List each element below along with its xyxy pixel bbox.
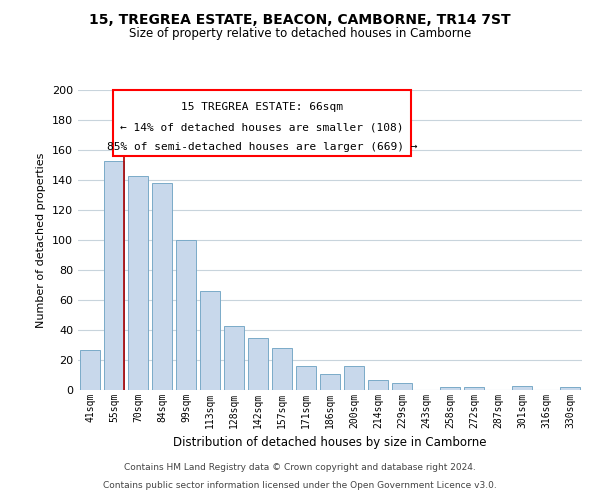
Bar [224,326,244,390]
Text: 15 TREGREA ESTATE: 66sqm: 15 TREGREA ESTATE: 66sqm [181,102,343,112]
Text: Contains HM Land Registry data © Crown copyright and database right 2024.: Contains HM Land Registry data © Crown c… [124,464,476,472]
Text: 15, TREGREA ESTATE, BEACON, CAMBORNE, TR14 7ST: 15, TREGREA ESTATE, BEACON, CAMBORNE, TR… [89,12,511,26]
Bar [80,350,100,390]
Y-axis label: Number of detached properties: Number of detached properties [37,152,46,328]
Bar [392,382,412,390]
Bar [512,386,532,390]
Bar [152,183,172,390]
Bar [272,348,292,390]
Bar [344,366,364,390]
Bar [440,387,460,390]
Bar [200,291,220,390]
X-axis label: Distribution of detached houses by size in Camborne: Distribution of detached houses by size … [173,436,487,450]
Text: 85% of semi-detached houses are larger (669) →: 85% of semi-detached houses are larger (… [107,142,417,152]
Text: Size of property relative to detached houses in Camborne: Size of property relative to detached ho… [129,28,471,40]
Bar [560,387,580,390]
Bar [296,366,316,390]
Text: ← 14% of detached houses are smaller (108): ← 14% of detached houses are smaller (10… [120,123,404,133]
Bar [320,374,340,390]
Bar [128,176,148,390]
Bar [464,387,484,390]
FancyBboxPatch shape [113,90,410,156]
Text: Contains public sector information licensed under the Open Government Licence v3: Contains public sector information licen… [103,481,497,490]
Bar [248,338,268,390]
Bar [176,240,196,390]
Bar [368,380,388,390]
Bar [104,160,124,390]
